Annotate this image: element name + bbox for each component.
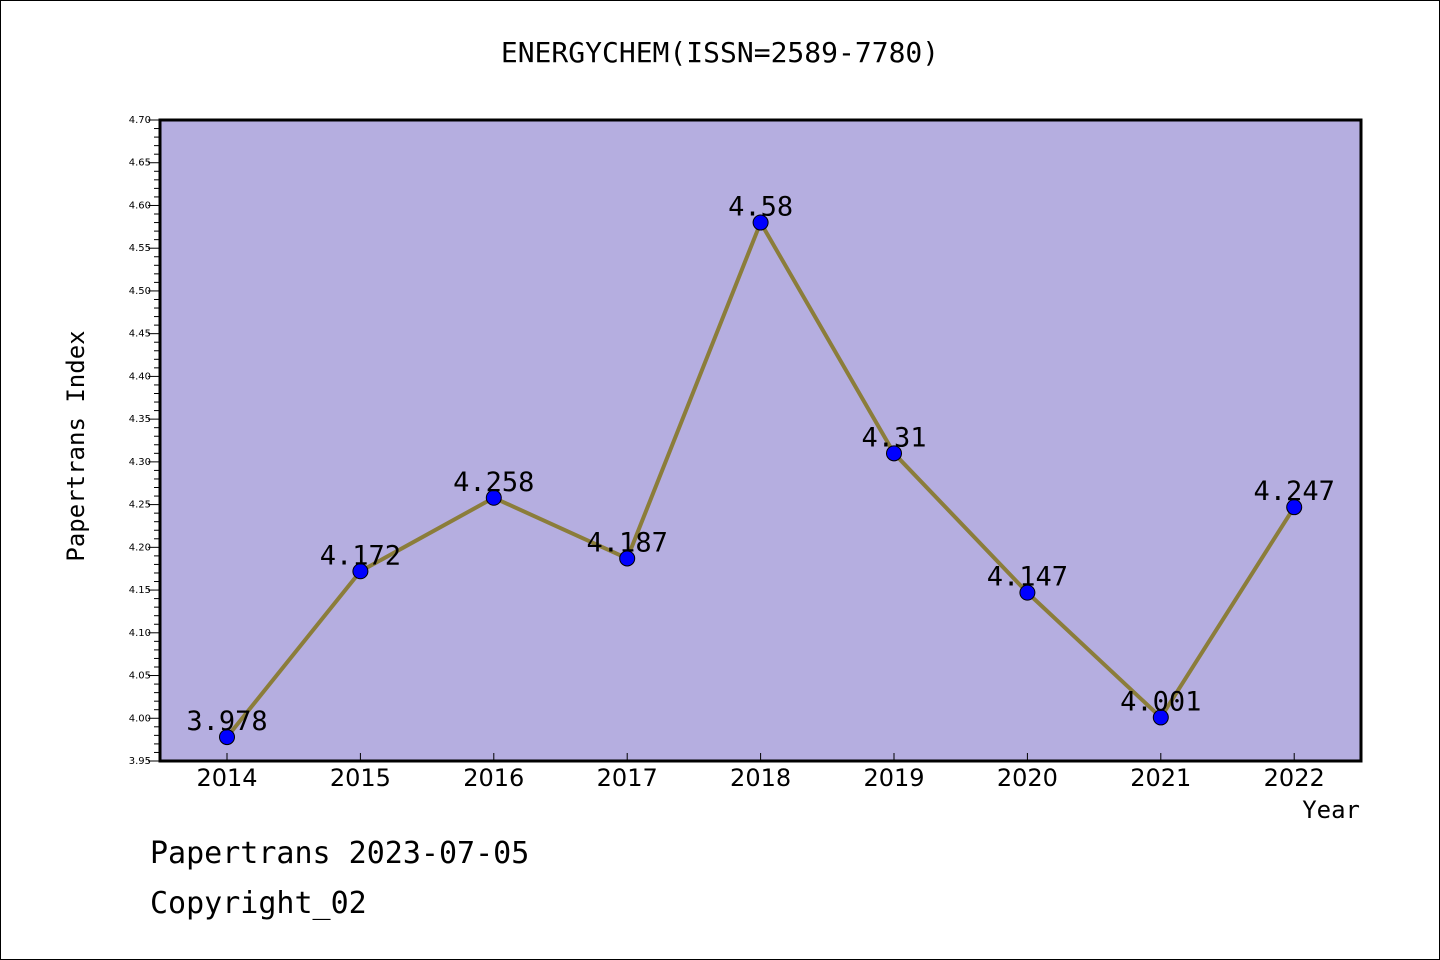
y-tick-label: 3.95 bbox=[129, 756, 151, 767]
data-label: 4.001 bbox=[1120, 686, 1201, 717]
x-tick-label: 2019 bbox=[863, 764, 924, 792]
x-tick-label: 2020 bbox=[997, 764, 1058, 792]
data-label: 3.978 bbox=[186, 706, 267, 737]
chart-title: ENERGYCHEM(ISSN=2589-7780) bbox=[500, 36, 940, 69]
x-tick-label: 2018 bbox=[730, 764, 791, 792]
data-point bbox=[619, 550, 636, 567]
data-label: 4.247 bbox=[1254, 476, 1335, 507]
data-point bbox=[1019, 584, 1036, 601]
footer-copyright: Copyright_02 bbox=[150, 886, 367, 921]
data-point bbox=[886, 445, 902, 462]
y-tick-label: 4.05 bbox=[129, 671, 151, 682]
y-tick-label: 4.25 bbox=[129, 500, 151, 511]
y-tick-label: 4.35 bbox=[129, 414, 151, 425]
y-tick-label: 4.10 bbox=[129, 628, 151, 639]
x-axis-label: Year bbox=[1302, 796, 1360, 824]
x-tick-label: 2022 bbox=[1264, 764, 1325, 792]
data-label: 4.31 bbox=[861, 422, 926, 453]
y-tick-label: 4.50 bbox=[129, 286, 151, 297]
x-tick-label: 2021 bbox=[1130, 764, 1191, 792]
y-tick-label: 4.65 bbox=[129, 158, 151, 169]
data-point bbox=[1286, 499, 1303, 516]
y-tick-label: 4.45 bbox=[129, 329, 151, 340]
y-tick-label: 4.55 bbox=[129, 243, 151, 254]
x-tick-label: 2017 bbox=[597, 764, 658, 792]
x-tick-label: 2015 bbox=[330, 764, 391, 792]
y-tick-label: 4.30 bbox=[129, 457, 151, 468]
y-tick-label: 4.60 bbox=[129, 200, 151, 211]
data-label: 4.58 bbox=[728, 192, 793, 223]
data-label: 4.172 bbox=[320, 540, 401, 571]
data-point bbox=[752, 214, 769, 231]
x-tick-label: 2016 bbox=[463, 764, 524, 792]
y-tick-label: 4.40 bbox=[129, 371, 151, 382]
data-label: 4.187 bbox=[587, 527, 668, 558]
y-tick-label: 4.70 bbox=[129, 115, 151, 126]
plot-border bbox=[158, 118, 1363, 763]
footer-date: Papertrans 2023-07-05 bbox=[150, 836, 530, 871]
y-tick-label: 4.20 bbox=[129, 542, 151, 553]
data-label: 4.258 bbox=[453, 467, 534, 498]
y-tick-label: 4.15 bbox=[129, 585, 151, 596]
data-point bbox=[1152, 709, 1169, 726]
data-point bbox=[219, 729, 235, 746]
data-label: 4.147 bbox=[987, 562, 1068, 593]
x-tick-label: 2014 bbox=[196, 764, 257, 792]
y-axis-label: Papertrans Index bbox=[62, 330, 90, 562]
data-point bbox=[485, 489, 502, 506]
y-tick-label: 4.00 bbox=[129, 713, 151, 724]
data-point bbox=[352, 563, 369, 580]
